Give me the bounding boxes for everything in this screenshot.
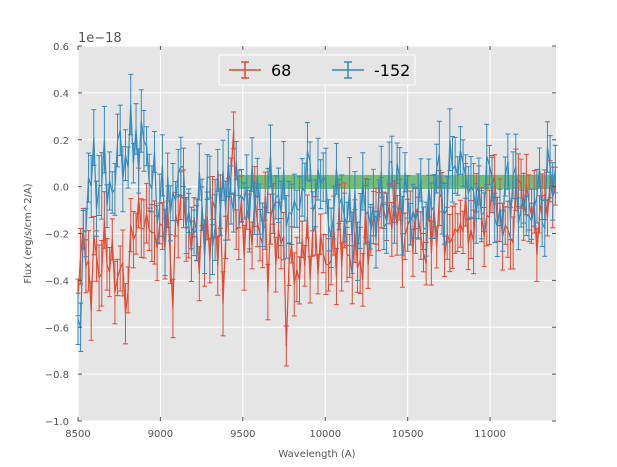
legend-symbol-minus-152 — [332, 61, 364, 79]
x-tick-label-9500: 9500 — [230, 429, 255, 440]
axis-ticks — [77, 45, 556, 422]
legend-symbol-68 — [229, 61, 261, 79]
legend: 68 -152 — [218, 54, 416, 86]
legend-label-minus-152: -152 — [374, 61, 410, 80]
y-tick-label-5: 0.0 — [53, 183, 69, 194]
y-tick-label-8: 0.6 — [53, 42, 69, 53]
x-tick-label-8500: 8500 — [65, 429, 90, 440]
legend-entry-minus-152: -152 — [332, 61, 410, 80]
x-axis-label: Wavelength (A) — [278, 449, 355, 460]
y-tick-label-2: −0.6 — [45, 323, 69, 334]
series-line-1 — [77, 104, 556, 328]
y-tick-label-7: 0.4 — [53, 89, 69, 100]
y-tick-label-3: −0.4 — [45, 276, 69, 287]
x-tick-label-10500: 10500 — [392, 429, 424, 440]
y-tick-label-4: −0.2 — [45, 230, 69, 241]
y-tick-label-1: −0.8 — [45, 370, 69, 381]
x-tick-label-10000: 10000 — [309, 429, 341, 440]
series-layer — [75, 73, 558, 367]
legend-entry-68: 68 — [229, 61, 291, 80]
legend-label-68: 68 — [271, 61, 291, 80]
y-tick-label-6: 0.2 — [53, 136, 69, 147]
x-tick-labels: 8500 9000 9500 10000 10500 11000 — [65, 429, 506, 440]
y-tick-labels: −1.0 −0.8 −0.6 −0.4 −0.2 0.0 0.2 0.4 0.6 — [45, 42, 69, 428]
y-axis-label: Flux (erg/s/cm^2/A) — [23, 183, 34, 283]
series-minus-152 — [75, 73, 558, 352]
y-offset-label: 1e−18 — [78, 31, 122, 46]
x-tick-label-9000: 9000 — [148, 429, 173, 440]
x-tick-label-11000: 11000 — [474, 429, 506, 440]
y-tick-label-0: −1.0 — [45, 417, 69, 428]
